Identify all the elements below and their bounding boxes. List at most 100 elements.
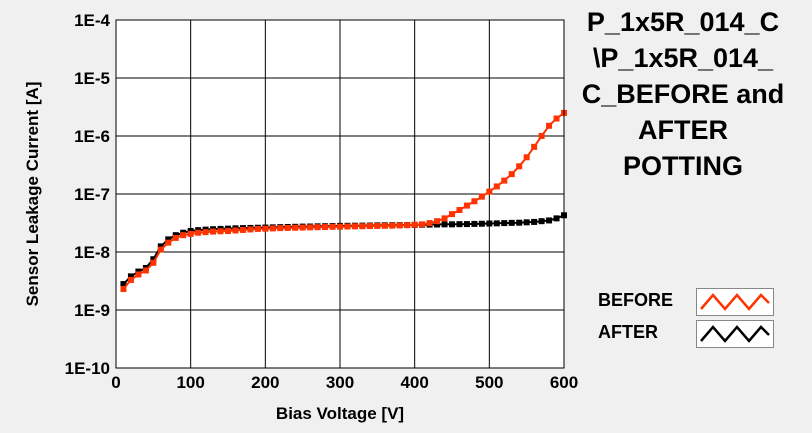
data-point: [538, 218, 545, 225]
data-point: [449, 211, 455, 218]
data-point: [329, 223, 336, 230]
x-axis-title: Bias Voltage [V]: [276, 404, 404, 423]
data-point: [463, 221, 470, 228]
zigzag-line-icon: [700, 293, 770, 311]
chart-title-line: P_1x5R_014_C: [586, 7, 780, 37]
y-axis-title: Sensor Leakage Current [A]: [23, 82, 42, 307]
data-point: [157, 246, 164, 253]
data-point: [486, 220, 493, 227]
data-point: [411, 221, 418, 228]
data-point: [404, 222, 411, 229]
series-before: [120, 109, 567, 293]
data-point: [463, 202, 470, 209]
x-tick-label: 400: [400, 373, 428, 392]
data-point: [344, 223, 351, 230]
data-point: [187, 230, 194, 237]
data-point: [546, 122, 553, 129]
data-point: [538, 133, 545, 139]
data-point: [516, 163, 523, 170]
y-tick-label: 1E-6: [74, 127, 110, 146]
data-point: [165, 236, 172, 243]
data-point: [202, 229, 209, 236]
data-point: [120, 286, 127, 293]
data-point: [508, 171, 515, 178]
data-point: [262, 225, 269, 232]
data-point: [471, 220, 478, 227]
grid: [116, 19, 564, 369]
data-point: [449, 221, 455, 228]
x-tick-label: 300: [326, 373, 354, 392]
data-point: [523, 154, 530, 161]
data-point: [396, 222, 403, 229]
chart-title-line: C_BEFORE and: [581, 79, 785, 109]
data-point: [254, 225, 261, 232]
y-axis-ticks: 1E-10 1E-9 1E-8 1E-7 1E-6 1E-5 1E-4: [65, 11, 111, 378]
y-tick-label: 1E-7: [74, 185, 110, 204]
data-point: [493, 220, 500, 227]
x-tick-label: 600: [550, 373, 578, 392]
data-point: [456, 221, 463, 228]
data-point: [478, 193, 485, 200]
data-point: [351, 223, 358, 230]
data-point: [269, 225, 276, 232]
data-point: [239, 226, 246, 233]
data-point: [389, 222, 396, 229]
data-point: [120, 281, 127, 288]
data-point: [165, 239, 172, 246]
data-point: [307, 224, 314, 231]
x-tick-label: 200: [251, 373, 279, 392]
plot-frame: [115, 19, 565, 369]
data-point: [546, 217, 553, 224]
data-point: [419, 221, 426, 228]
data-point: [217, 228, 224, 235]
data-point: [374, 222, 381, 229]
data-point: [501, 220, 508, 227]
data-point: [292, 224, 299, 231]
legend: BEFORE AFTER: [590, 282, 790, 350]
data-point: [471, 198, 478, 205]
data-point: [501, 177, 508, 184]
data-point: [516, 219, 523, 226]
x-tick-label: 0: [111, 373, 120, 392]
legend-label: BEFORE: [598, 290, 674, 310]
data-point: [478, 220, 485, 227]
data-point: [180, 232, 187, 239]
data-point: [441, 221, 448, 228]
data-point: [359, 223, 366, 230]
data-point: [157, 243, 164, 250]
data-point: [277, 225, 284, 232]
data-point: [523, 219, 530, 226]
data-point: [299, 224, 306, 231]
data-point: [366, 223, 373, 230]
data-point: [127, 273, 134, 280]
data-point: [441, 215, 448, 222]
legend-label: AFTER: [598, 322, 658, 342]
legend-swatch-after: [696, 320, 774, 348]
chart-title: P_1x5R_014_C \P_1x5R_014_ C_BEFORE and A…: [558, 4, 808, 184]
data-point: [314, 224, 321, 231]
x-tick-label: 500: [475, 373, 503, 392]
data-point: [434, 218, 441, 225]
data-point: [232, 227, 239, 234]
data-point: [426, 220, 433, 227]
x-axis-ticks: 0 100 200 300 400 500 600: [111, 373, 578, 392]
data-point: [135, 271, 142, 278]
data-point: [150, 256, 157, 263]
data-point: [493, 183, 500, 190]
data-point: [284, 224, 291, 231]
data-point: [142, 267, 149, 274]
series-layer: [120, 109, 567, 293]
legend-item-before[interactable]: BEFORE: [590, 286, 790, 316]
data-point: [127, 276, 134, 283]
data-point: [247, 226, 254, 233]
data-point: [434, 221, 441, 228]
chart-title-line: \P_1x5R_014_: [592, 43, 774, 73]
data-point: [531, 143, 538, 150]
x-tick-label: 100: [176, 373, 204, 392]
data-point: [172, 234, 179, 241]
data-point: [337, 223, 343, 230]
legend-item-after[interactable]: AFTER: [590, 318, 790, 348]
data-point: [531, 218, 538, 225]
chart-title-line: POTTING: [623, 151, 743, 181]
data-point: [381, 222, 388, 229]
